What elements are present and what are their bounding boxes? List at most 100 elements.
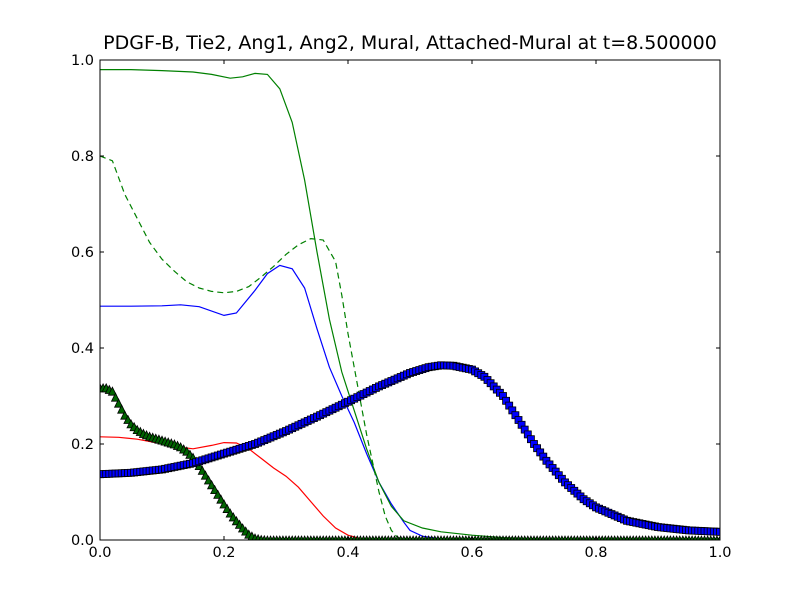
triangle-marker	[485, 535, 490, 540]
triangle-marker	[578, 535, 583, 540]
triangle-marker	[599, 535, 605, 540]
triangle-marker	[339, 535, 345, 540]
triangle-marker	[463, 535, 469, 540]
triangle-marker	[354, 535, 360, 540]
plot-frame	[99, 59, 721, 541]
triangle-marker	[630, 535, 636, 540]
triangle-marker	[522, 535, 528, 540]
triangle-marker	[200, 470, 211, 480]
triangle-marker	[342, 535, 348, 540]
triangle-marker	[702, 535, 707, 540]
series-4	[100, 382, 720, 540]
triangle-marker	[646, 535, 652, 540]
plot-area	[100, 60, 720, 540]
x-tick-label: 0.0	[88, 545, 111, 561]
triangle-marker	[197, 465, 207, 475]
triangle-marker	[574, 535, 580, 540]
triangle-marker	[686, 535, 692, 540]
triangle-marker	[373, 535, 379, 540]
triangle-marker	[562, 535, 568, 540]
y-tick-label: 0.8	[71, 149, 94, 165]
x-tick-label: 0.8	[584, 545, 607, 561]
triangle-marker	[708, 535, 714, 540]
triangle-marker	[404, 535, 410, 540]
triangle-marker	[419, 535, 425, 540]
triangle-marker	[351, 535, 357, 540]
triangle-marker	[503, 535, 509, 540]
triangle-marker	[388, 535, 394, 540]
triangle-marker	[683, 535, 689, 540]
triangle-marker	[336, 535, 342, 540]
triangle-marker	[407, 535, 413, 540]
x-tick-label: 0.4	[336, 545, 359, 561]
x-tick-label: 1.0	[708, 545, 731, 561]
triangle-marker	[271, 535, 277, 540]
triangle-marker	[543, 535, 549, 540]
triangle-marker	[553, 535, 559, 540]
triangle-marker	[500, 535, 506, 540]
triangle-marker	[512, 535, 518, 540]
triangle-marker	[547, 535, 552, 540]
triangle-marker	[655, 535, 661, 540]
series-line	[100, 264, 720, 540]
triangle-marker	[376, 535, 382, 540]
triangle-marker	[612, 535, 618, 540]
triangle-marker	[652, 535, 658, 540]
x-tick-label: 0.6	[460, 545, 483, 561]
axis-ticks: 0.0 0.2 0.4 0.6 0.8 1.0 0.0 0.2 0.4 0.6 0.8 1.0	[71, 53, 732, 561]
y-tick-label: 1.0	[71, 53, 94, 69]
triangle-marker	[649, 535, 655, 540]
triangle-marker	[466, 535, 472, 540]
triangle-marker	[534, 535, 540, 540]
triangle-marker	[609, 535, 614, 540]
triangle-marker	[587, 535, 593, 540]
series-line	[100, 69, 720, 540]
triangle-marker	[299, 535, 304, 540]
triangle-marker	[602, 535, 608, 540]
triangle-marker	[494, 535, 500, 540]
triangle-marker	[519, 535, 525, 540]
triangle-marker	[506, 535, 512, 540]
triangle-marker	[671, 535, 676, 540]
square-marker	[716, 527, 720, 536]
triangle-marker	[633, 535, 639, 540]
triangle-marker	[516, 535, 521, 540]
triangle-marker	[447, 535, 453, 540]
triangle-marker	[382, 535, 388, 540]
triangle-marker	[110, 392, 121, 402]
triangle-marker	[314, 535, 320, 540]
series-0	[100, 264, 720, 540]
triangle-marker	[698, 535, 704, 540]
triangle-marker	[395, 535, 401, 540]
triangle-marker	[705, 535, 711, 540]
triangle-marker	[286, 535, 292, 540]
triangle-marker	[392, 535, 397, 540]
y-tick-label: 0.2	[71, 437, 94, 453]
triangle-marker	[528, 535, 534, 540]
triangle-marker	[636, 535, 642, 540]
triangle-marker	[357, 535, 363, 540]
y-tick-label: 0.0	[71, 533, 94, 549]
triangle-marker	[556, 535, 562, 540]
triangle-marker	[305, 535, 311, 540]
triangle-marker	[280, 535, 286, 540]
y-tick-label: 0.4	[71, 341, 94, 357]
triangle-marker	[695, 535, 701, 540]
triangle-marker	[438, 535, 444, 540]
triangle-marker	[370, 535, 376, 540]
triangle-marker	[320, 535, 326, 540]
triangle-marker	[605, 535, 611, 540]
triangle-marker	[413, 535, 419, 540]
triangle-marker	[107, 386, 118, 396]
triangle-marker	[475, 535, 481, 540]
triangle-marker	[113, 398, 124, 408]
triangle-marker	[491, 535, 497, 540]
triangle-marker	[416, 535, 422, 540]
triangle-marker	[714, 535, 720, 540]
y-tick-label: 0.6	[71, 245, 94, 261]
triangle-marker	[268, 535, 273, 540]
triangle-marker	[581, 535, 587, 540]
triangle-marker	[361, 535, 366, 540]
triangle-marker	[348, 535, 354, 540]
triangle-marker	[624, 535, 630, 540]
